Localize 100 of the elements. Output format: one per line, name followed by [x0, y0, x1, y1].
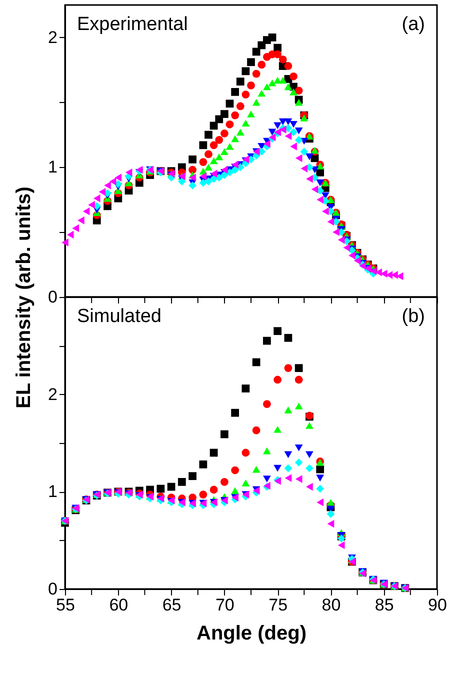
point — [316, 465, 324, 474]
point — [343, 244, 350, 252]
y-tick-label: 0 — [48, 580, 58, 598]
point — [199, 141, 208, 150]
point — [178, 478, 186, 486]
point — [252, 70, 260, 78]
point — [284, 62, 292, 70]
point — [226, 143, 234, 150]
point — [220, 148, 228, 156]
point — [252, 426, 260, 434]
point — [258, 90, 266, 97]
point — [200, 172, 207, 180]
point — [268, 79, 276, 86]
point — [263, 447, 271, 454]
point — [72, 224, 80, 232]
point — [278, 76, 287, 84]
point — [326, 510, 335, 518]
y-axis-title: EL intensity (arb. units) — [13, 186, 36, 408]
x-tick-label: 90 — [428, 596, 447, 614]
point — [210, 157, 218, 164]
point — [98, 188, 106, 196]
x-tick-label: 80 — [322, 596, 341, 614]
point — [284, 132, 292, 140]
point — [294, 364, 303, 372]
point — [290, 128, 298, 136]
point — [316, 196, 324, 204]
x-tick-label: 70 — [215, 596, 234, 614]
point — [210, 448, 218, 457]
point — [316, 179, 324, 186]
point — [215, 174, 224, 182]
point — [236, 78, 244, 86]
point — [263, 476, 271, 482]
point — [204, 130, 212, 139]
point — [348, 252, 356, 260]
x-axis-title: Angle (deg) — [196, 622, 306, 644]
point — [300, 114, 308, 122]
x-tick-label: 60 — [109, 596, 128, 614]
point — [247, 110, 255, 118]
point — [294, 98, 303, 106]
point — [284, 406, 292, 414]
point — [220, 171, 228, 179]
point — [199, 178, 208, 187]
point — [188, 156, 196, 164]
point — [274, 327, 282, 336]
point — [274, 426, 282, 433]
point — [231, 88, 239, 96]
point — [274, 376, 282, 384]
point — [294, 86, 303, 95]
point — [220, 478, 228, 486]
point — [226, 120, 234, 128]
point — [236, 102, 244, 110]
point — [204, 150, 212, 158]
point — [62, 238, 68, 246]
point — [188, 472, 196, 480]
point — [221, 166, 228, 174]
point — [284, 464, 292, 472]
point — [284, 118, 292, 126]
point — [199, 460, 208, 468]
point — [290, 88, 298, 96]
point — [204, 178, 212, 186]
point — [242, 384, 250, 392]
point — [220, 430, 228, 438]
point — [290, 120, 298, 128]
point — [306, 482, 313, 491]
point — [278, 56, 287, 64]
point — [284, 334, 292, 342]
y-tick-label: 2 — [48, 28, 58, 47]
point — [274, 464, 282, 472]
point — [156, 484, 165, 493]
point — [188, 166, 196, 174]
point — [125, 168, 132, 176]
point — [252, 466, 260, 473]
point — [300, 164, 308, 172]
point — [326, 498, 335, 506]
point — [204, 164, 212, 171]
point — [220, 130, 228, 138]
point — [306, 174, 313, 183]
point — [231, 135, 239, 142]
point — [93, 194, 100, 202]
point — [226, 100, 234, 108]
point — [294, 136, 303, 144]
point — [294, 458, 303, 466]
point — [258, 60, 266, 69]
point — [82, 207, 90, 216]
point — [247, 58, 255, 66]
point — [210, 141, 218, 150]
point — [311, 185, 318, 194]
point — [263, 83, 271, 90]
point — [316, 484, 324, 493]
point — [300, 148, 308, 156]
point — [264, 140, 270, 148]
point — [338, 236, 345, 244]
point — [220, 110, 228, 118]
point — [242, 120, 250, 127]
point — [114, 174, 122, 182]
point — [290, 72, 298, 80]
point — [306, 464, 314, 472]
y-tick-label: 1 — [48, 482, 58, 502]
y-tick-label: 0 — [48, 288, 58, 306]
point — [354, 256, 361, 265]
